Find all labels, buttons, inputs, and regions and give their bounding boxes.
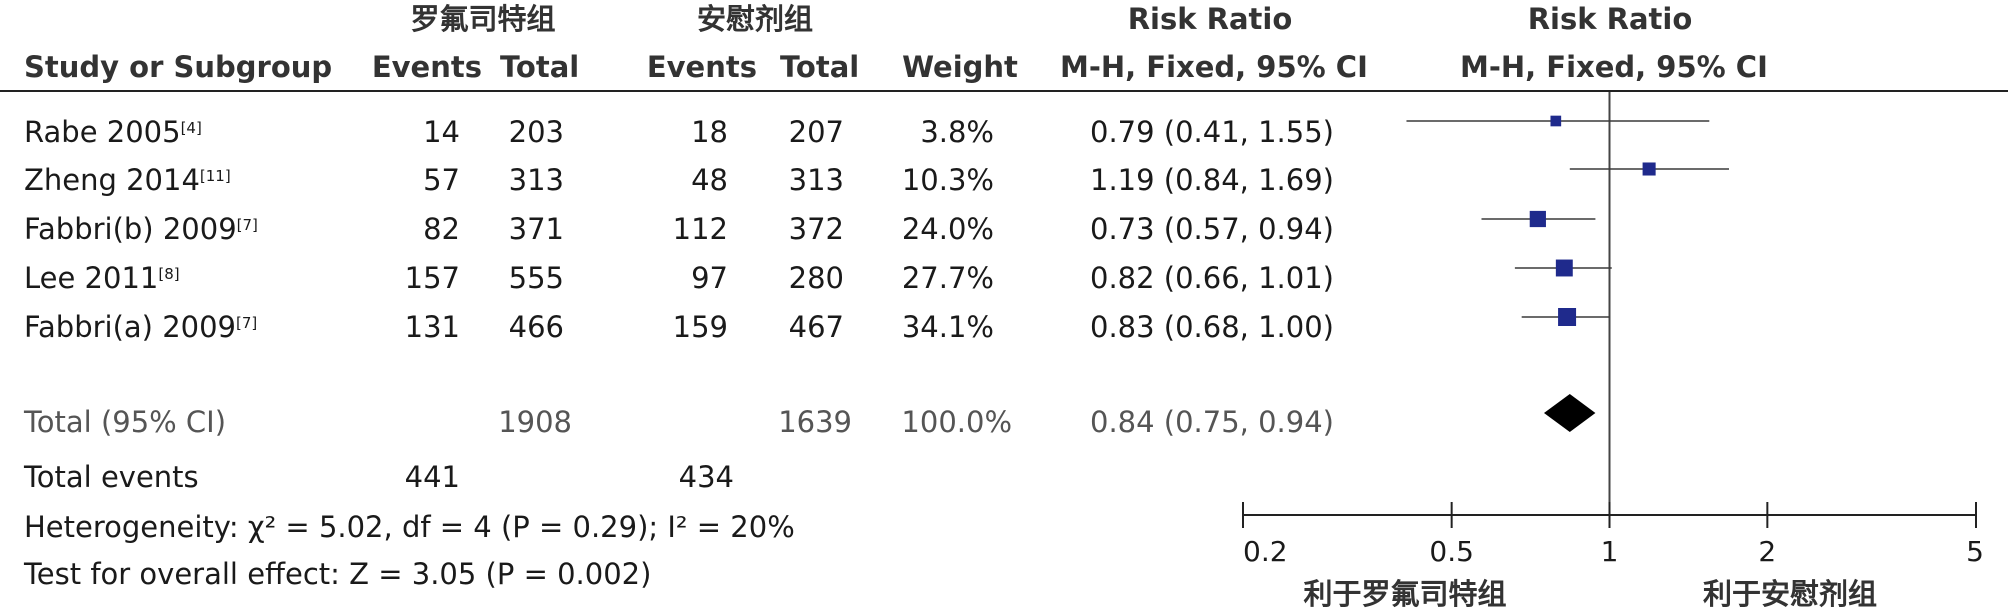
x-axis-tick-label: 2 (1758, 535, 1776, 568)
weight-cell: 3.8% (920, 115, 994, 149)
heterogeneity-text: Heterogeneity: χ² = 5.02, df = 4 (P = 0.… (24, 510, 795, 544)
events2-cell: 159 (672, 310, 728, 344)
total1-cell: 203 (508, 115, 564, 149)
events1-cell: 14 (423, 115, 460, 149)
favours-right-label: 利于安慰剂组 (1703, 577, 1877, 608)
group1-header: 罗氟司特组 (410, 2, 556, 36)
events1-cell: 57 (423, 163, 460, 197)
total2-cell: 1639 (778, 405, 852, 439)
events2-cell: 97 (691, 261, 728, 295)
point-estimate-square (1558, 308, 1577, 326)
events1-cell: 441 (404, 460, 460, 494)
total2-header: Total (780, 50, 860, 84)
study-name: Rabe 2005 (24, 115, 181, 149)
total-label: Total (95% CI) (24, 405, 227, 439)
weight-cell: 34.1% (901, 310, 994, 344)
events2-cell: 18 (691, 115, 728, 149)
total2-cell: 313 (788, 163, 844, 197)
weight-cell: 100.0% (901, 405, 1012, 439)
weight-cell: 24.0% (901, 212, 994, 246)
total1-cell: 371 (508, 212, 564, 246)
plot-method-header: M-H, Fixed, 95% CI (1460, 50, 1768, 84)
events1-cell: 82 (423, 212, 460, 246)
rr-ci-cell: 0.83 (0.68, 1.00) (1090, 310, 1334, 344)
rr-ci-cell: 0.73 (0.57, 0.94) (1090, 212, 1334, 246)
study-name: Zheng 2014 (24, 163, 200, 197)
total1-cell: 313 (508, 163, 564, 197)
x-axis-tick-label: 5 (1966, 535, 1984, 568)
study-name: Lee 2011 (24, 261, 159, 295)
point-estimate-square (1529, 210, 1546, 228)
point-estimate-square (1642, 162, 1656, 176)
study-reference: [4] (180, 119, 202, 137)
x-axis-tick-label: 1 (1601, 535, 1619, 568)
rr-ci-cell: 0.84 (0.75, 0.94) (1090, 405, 1334, 439)
total1-cell: 555 (508, 261, 564, 295)
x-axis-tick-label: 0.2 (1243, 535, 1288, 568)
events1-cell: 131 (404, 310, 460, 344)
study-column-header: Study or Subgroup (24, 50, 333, 84)
point-estimate-square (1550, 115, 1562, 127)
events2-cell: 434 (678, 460, 734, 494)
total-events-label: Total events (24, 460, 199, 494)
weight-cell: 27.7% (901, 261, 994, 295)
weight-header: Weight (902, 50, 1018, 84)
events1-cell: 157 (404, 261, 460, 295)
study-name: Fabbri(b) 2009 (24, 212, 237, 246)
total1-cell: 1908 (498, 405, 572, 439)
rr-column-title: Risk Ratio (1127, 2, 1293, 36)
overall-effect-text: Test for overall effect: Z = 3.05 (P = 0… (24, 557, 652, 591)
rr-ci-cell: 0.82 (0.66, 1.01) (1090, 261, 1334, 295)
rr-ci-cell: 1.19 (0.84, 1.69) (1090, 163, 1334, 197)
x-axis-tick-label: 0.5 (1429, 535, 1474, 568)
total1-header: Total (500, 50, 580, 84)
total2-cell: 207 (788, 115, 844, 149)
events2-cell: 48 (691, 163, 728, 197)
point-estimate-square (1555, 259, 1573, 277)
events2-cell: 112 (672, 212, 728, 246)
group2-header: 安慰剂组 (696, 2, 813, 36)
weight-cell: 10.3% (901, 163, 994, 197)
events1-header: Events (371, 50, 482, 84)
study-reference: [7] (236, 314, 258, 332)
study-name: Fabbri(a) 2009 (24, 310, 237, 344)
rr-plot-title: Risk Ratio (1527, 2, 1693, 36)
pooled-diamond (1543, 394, 1596, 432)
total2-cell: 372 (788, 212, 844, 246)
total2-cell: 280 (788, 261, 844, 295)
events2-header: Events (646, 50, 757, 84)
header-rule (0, 90, 2008, 92)
rr-method-header: M-H, Fixed, 95% CI (1060, 50, 1368, 84)
favours-left-label: 利于罗氟司特组 (1303, 577, 1506, 608)
rr-ci-cell: 0.79 (0.41, 1.55) (1090, 115, 1334, 149)
study-reference: [7] (236, 216, 258, 234)
total2-cell: 467 (788, 310, 844, 344)
study-reference: [11] (199, 167, 231, 185)
total1-cell: 466 (508, 310, 564, 344)
study-reference: [8] (158, 265, 180, 283)
